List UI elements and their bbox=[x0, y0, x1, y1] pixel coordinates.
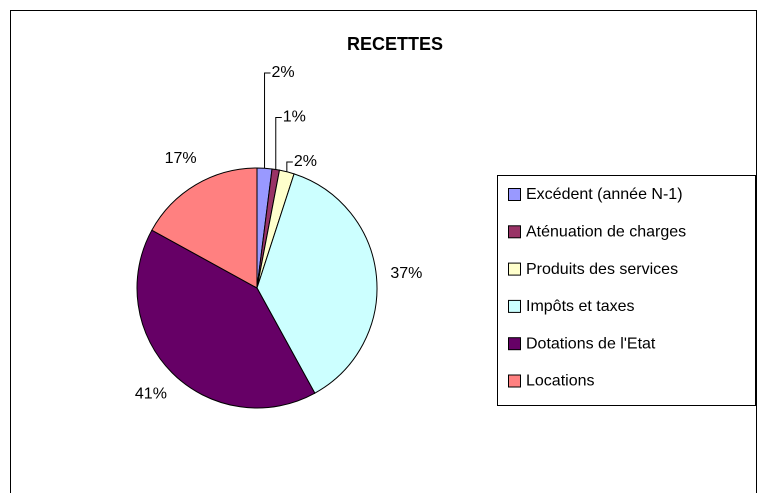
data-label: 17% bbox=[165, 150, 197, 167]
leader-line bbox=[275, 117, 282, 170]
data-label: 37% bbox=[390, 265, 422, 282]
legend-swatch bbox=[508, 374, 521, 388]
data-label: 1% bbox=[283, 109, 306, 126]
leader-line bbox=[264, 72, 271, 169]
legend-swatch bbox=[508, 337, 521, 351]
data-label: 2% bbox=[294, 153, 317, 170]
pie-slice bbox=[136, 229, 316, 409]
leader-line bbox=[286, 161, 293, 172]
legend-label: Locations bbox=[526, 373, 595, 390]
legend-swatch bbox=[508, 299, 521, 313]
data-label: 2% bbox=[272, 64, 295, 81]
legend-swatch bbox=[508, 262, 521, 276]
legend-swatch bbox=[508, 188, 521, 201]
data-label: 41% bbox=[135, 385, 167, 402]
legend-label: Produits des services bbox=[526, 261, 678, 278]
legend-label: Impôts et taxes bbox=[526, 298, 635, 315]
legend-label: Aténuation de charges bbox=[526, 224, 686, 241]
legend-label: Excédent (année N-1) bbox=[526, 186, 683, 203]
legend-swatch bbox=[508, 225, 521, 239]
pie-slice bbox=[256, 173, 378, 394]
pie-slice bbox=[151, 167, 258, 289]
chart-title: RECETTES bbox=[347, 34, 443, 54]
legend-label: Dotations de l'Etat bbox=[526, 335, 656, 352]
legend-box bbox=[497, 175, 756, 406]
